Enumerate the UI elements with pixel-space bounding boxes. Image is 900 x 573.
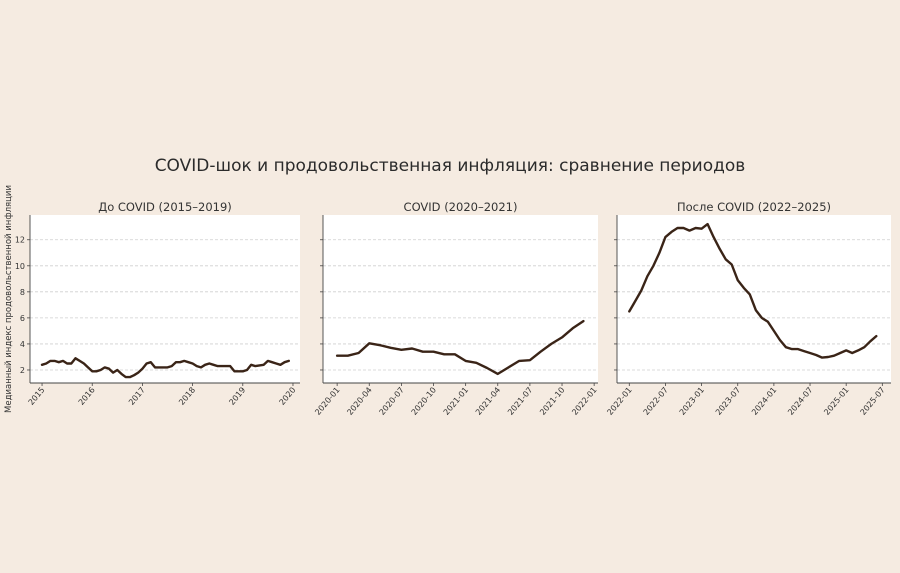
x-tick-label: 2024-07 — [786, 386, 814, 417]
x-tick-label: 2022-01 — [605, 386, 633, 417]
panel-2: COVID (2020–2021)2020-01 2020-04 2020-07 20… — [313, 200, 598, 417]
series-line — [335, 319, 585, 376]
y-tick-label: 6 — [20, 314, 25, 323]
x-tick-label: 2020-04 — [345, 386, 373, 417]
x-tick-label: 2017 — [127, 386, 147, 407]
panel-title: После COVID (2022–2025) — [677, 200, 831, 214]
x-tick-label: 2015 — [27, 386, 47, 407]
x-tick-label: 2021-07 — [506, 386, 534, 417]
x-tick-label: 2022-01 — [570, 386, 598, 417]
plot-area — [617, 215, 891, 383]
x-tick-label: 2016 — [77, 386, 97, 407]
x-tick-label: 2019 — [227, 386, 247, 407]
y-axis-label: Медианный индекс продовольственной инфля… — [4, 185, 14, 413]
x-tick-label: 2022-07 — [642, 386, 670, 417]
x-tick-label: 2023-01 — [678, 386, 706, 417]
x-tick-label: 2020 — [278, 386, 298, 407]
y-tick-label: 12 — [15, 236, 25, 245]
x-tick-label: 2025-07 — [858, 386, 886, 417]
plot-area — [323, 215, 598, 383]
panel-3: После COVID (2022–2025) 2022-01 2022-07 202… — [605, 200, 891, 417]
y-tick-label: 10 — [15, 262, 25, 271]
x-tick-label: 2020-07 — [378, 386, 406, 417]
y-tick-label: 4 — [20, 340, 25, 349]
x-tick-label: 2021-04 — [474, 386, 502, 417]
plot-area — [30, 215, 300, 383]
panel-1: До COVID (2015–2019) 2 4 6 8 10 12 2015 2016 2017… — [15, 200, 300, 407]
panel-title: COVID (2020–2021) — [404, 200, 518, 214]
chart-title: COVID-шок и продовольственная инфляция: … — [155, 156, 746, 176]
y-tick-label: 8 — [20, 288, 25, 297]
x-tick-label: 2020-01 — [313, 386, 341, 417]
x-tick-label: 2023-07 — [714, 386, 742, 417]
y-tick-label: 2 — [20, 366, 25, 375]
x-tick-label: 2021-01 — [442, 386, 470, 417]
x-tick-label: 2018 — [177, 386, 197, 407]
x-tick-label: 2025-01 — [822, 386, 850, 417]
panel-title: До COVID (2015–2019) — [98, 200, 232, 214]
x-tick-label: 2024-01 — [750, 386, 778, 417]
series-line — [628, 222, 878, 359]
series-line — [40, 357, 290, 379]
x-tick-label: 2020-10 — [410, 386, 438, 417]
x-tick-label: 2021-10 — [538, 386, 566, 417]
